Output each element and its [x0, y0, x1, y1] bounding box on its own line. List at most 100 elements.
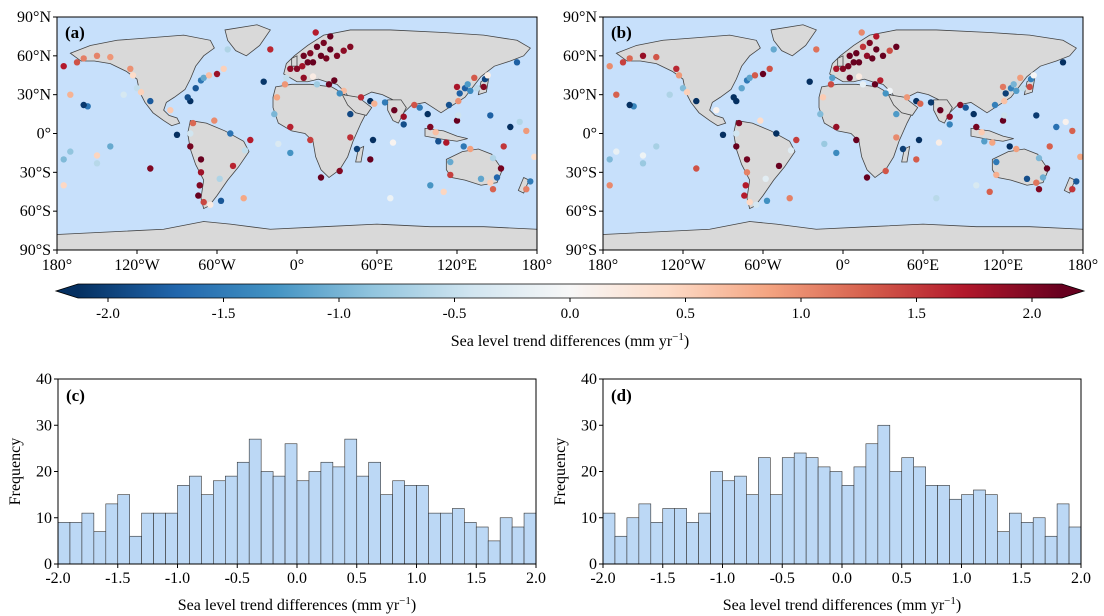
station-point: [147, 165, 154, 172]
station-point: [1001, 112, 1008, 119]
station-point: [309, 59, 317, 66]
station-point: [93, 160, 101, 167]
station-point: [275, 140, 282, 148]
histogram-bar: [165, 512, 178, 565]
station-point: [389, 139, 397, 146]
station-point: [999, 117, 1007, 124]
histogram-bar: [213, 480, 226, 565]
station-point: [993, 158, 1000, 166]
histogram-bar: [248, 438, 262, 565]
station-point: [195, 192, 202, 199]
station-point: [456, 90, 463, 97]
station-point: [527, 178, 534, 185]
station-point: [333, 52, 341, 59]
station-point: [619, 59, 627, 66]
station-point: [893, 110, 900, 118]
colorbar-outline: [54, 283, 1086, 299]
histogram-bar: [973, 489, 986, 565]
histogram-bar: [404, 485, 417, 565]
y-tick-label: 40: [36, 371, 52, 388]
lon-tick-label: 180°: [1068, 257, 1098, 274]
station-point: [473, 85, 481, 92]
histogram-bar: [272, 475, 286, 565]
x-tick-label: 0.0: [832, 570, 852, 587]
station-point: [1077, 153, 1084, 160]
station-point: [639, 152, 647, 159]
lon-tick-label: 120°E: [983, 257, 1023, 274]
histogram-bar: [722, 480, 735, 565]
station-point: [626, 101, 633, 109]
x-tick-label: 1.5: [466, 570, 486, 587]
station-point: [523, 186, 530, 193]
station-point: [443, 139, 450, 146]
station-point: [287, 65, 294, 73]
station-point: [445, 101, 453, 109]
station-point: [882, 167, 889, 175]
station-point: [738, 85, 745, 92]
lat-tick-label: 60°S: [20, 203, 51, 220]
lat-tick-label: 60°N: [17, 48, 51, 65]
histogram-bar: [475, 526, 489, 565]
station-point: [806, 78, 813, 85]
station-point: [207, 201, 214, 208]
station-point: [746, 74, 753, 82]
station-point: [267, 46, 274, 53]
station-point: [863, 52, 871, 59]
station-point: [1019, 85, 1027, 92]
histogram-bar: [614, 535, 628, 565]
station-point: [167, 107, 174, 114]
station-point: [751, 72, 759, 79]
station-point: [323, 55, 330, 62]
lat-tick-label: 0°: [37, 126, 51, 143]
station-point: [200, 74, 207, 82]
x-axis-label: Sea level trend differences (mm yr−1): [178, 595, 416, 614]
station-point: [829, 74, 836, 82]
station-point: [133, 85, 141, 92]
station-point: [877, 77, 884, 84]
histogram-bar: [1020, 522, 1034, 565]
station-point: [679, 85, 687, 92]
colorbar-tick-label: 0.0: [561, 306, 580, 322]
station-point: [371, 100, 378, 107]
histogram-bar: [925, 485, 938, 565]
station-point: [240, 195, 247, 202]
station-point: [735, 119, 743, 127]
station-point: [487, 179, 494, 186]
station-point: [435, 138, 442, 145]
station-point: [107, 53, 114, 61]
panel-label: (a): [65, 23, 85, 42]
station-point: [773, 130, 780, 137]
station-point: [400, 121, 407, 128]
histogram-bar: [499, 517, 513, 565]
station-point: [886, 47, 893, 54]
station-point: [137, 88, 145, 96]
station-point: [192, 85, 199, 92]
station-point: [693, 97, 700, 105]
lat-tick-label: 90°S: [20, 242, 51, 259]
lat-tick-label: 30°S: [20, 164, 51, 181]
station-point: [833, 149, 840, 157]
station-point: [866, 39, 873, 47]
histogram-bar: [781, 457, 795, 565]
station-point: [427, 182, 434, 189]
station-point: [853, 136, 860, 144]
x-tick-label: -1.5: [105, 570, 130, 587]
x-axis-label: Sea level trend differences (mm yr−1): [723, 595, 961, 614]
colorbar-tick-label: -2.0: [96, 306, 120, 322]
station-point: [513, 59, 521, 66]
station-point: [917, 100, 924, 107]
station-point: [1017, 74, 1024, 82]
histogram-bar: [225, 475, 238, 565]
station-point: [325, 81, 333, 88]
station-point: [683, 88, 691, 96]
station-point: [882, 90, 889, 97]
histogram-bar: [961, 494, 974, 565]
station-point: [273, 94, 281, 101]
colorbar-tick-label: 2.0: [1023, 306, 1042, 322]
histogram-bar: [626, 517, 640, 565]
station-point: [391, 107, 398, 114]
station-point: [357, 94, 365, 101]
station-point: [859, 43, 867, 50]
